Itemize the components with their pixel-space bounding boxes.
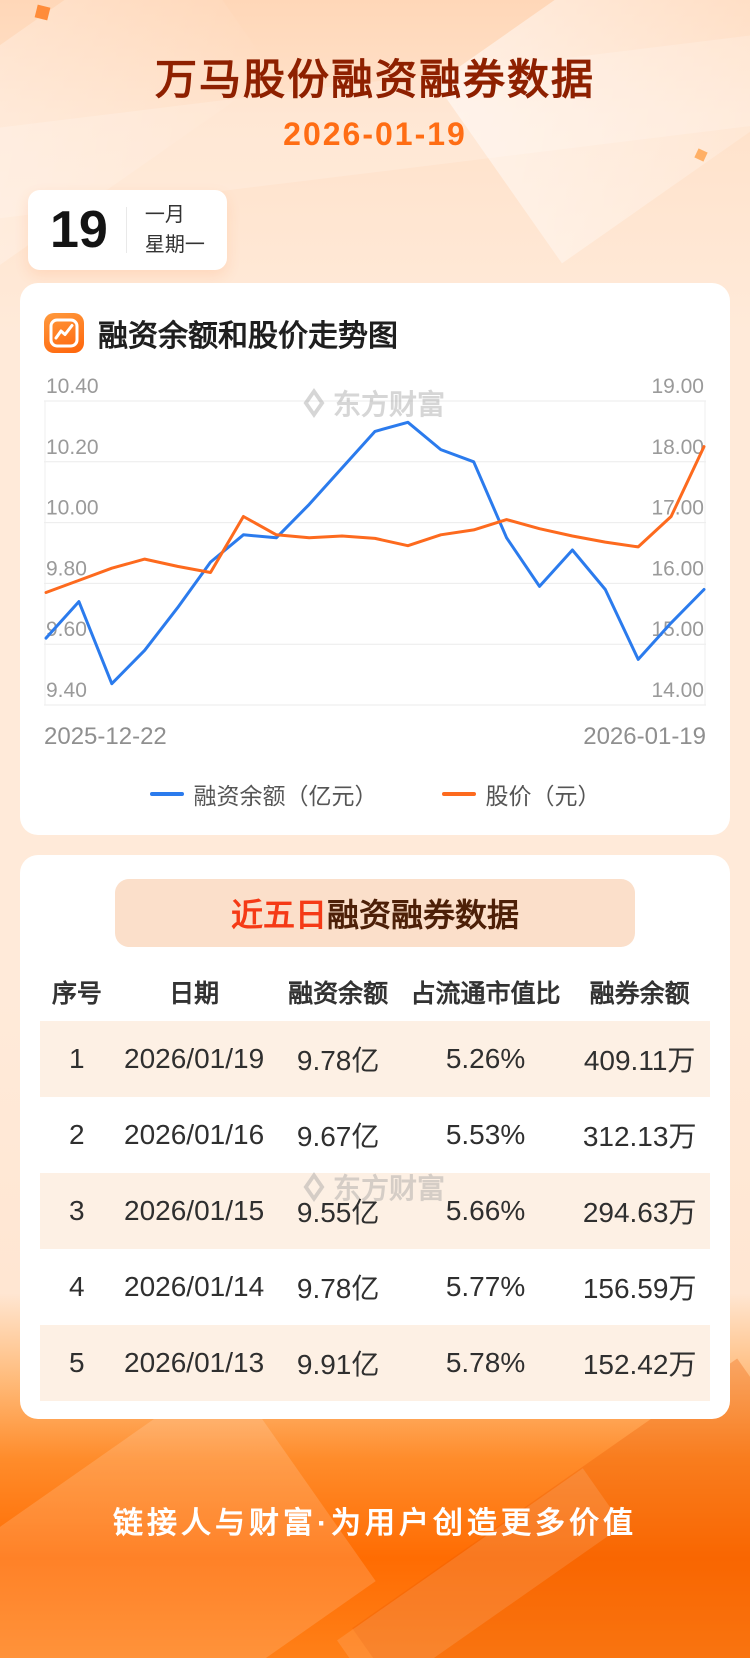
svg-text:19.00: 19.00 bbox=[651, 375, 704, 398]
chart-section-header: 融资余额和股价走势图 bbox=[44, 311, 706, 355]
table-header-cell: 融券余额 bbox=[589, 980, 690, 1008]
page-title: 万马股份融资融券数据 bbox=[154, 56, 595, 103]
table-cell: 2026/01/14 bbox=[124, 1271, 265, 1302]
calendar-weekday: 星期一 bbox=[144, 234, 205, 256]
svg-text:14.00: 14.00 bbox=[651, 679, 704, 702]
table-cell: 156.59万 bbox=[582, 1273, 697, 1304]
legend-label: 融资余额（亿元） bbox=[193, 783, 378, 809]
table-cell: 9.78亿 bbox=[296, 1045, 380, 1076]
table-title-rest: 融资融券数据 bbox=[327, 897, 520, 933]
legend-line-swatch bbox=[149, 792, 184, 796]
svg-text:15.00: 15.00 bbox=[651, 618, 704, 641]
header-date: 2026-01-19 bbox=[283, 116, 467, 152]
table-row: 1 2026/01/19 9.78亿 5.26% 409.11万 bbox=[40, 1021, 710, 1097]
table-cell: 5 bbox=[69, 1347, 85, 1378]
footer-slogan: 链接人与财富·为用户创造更多价值 bbox=[113, 1507, 637, 1540]
calendar-divider bbox=[125, 207, 127, 253]
table-cell: 4 bbox=[69, 1271, 85, 1302]
table-card: 近五日融资融券数据 东方财富 序号 日期 融资余额 占流通市值比 融券余额 1 2026/… bbox=[20, 855, 730, 1419]
decorative-shape bbox=[337, 1468, 623, 1658]
table-row: 5 2026/01/13 9.91亿 5.78% 152.42万 bbox=[40, 1325, 710, 1401]
margin-data-table: 序号 日期 融资余额 占流通市值比 融券余额 1 2026/01/19 9.78亿 5.26%… bbox=[40, 963, 710, 1401]
svg-text:18.00: 18.00 bbox=[651, 436, 704, 459]
table-cell: 9.91亿 bbox=[296, 1349, 380, 1380]
table-cell: 9.67亿 bbox=[296, 1121, 380, 1152]
table-cell: 9.78亿 bbox=[296, 1273, 380, 1304]
table-cell: 312.13万 bbox=[582, 1121, 697, 1152]
trend-chart-icon bbox=[44, 313, 84, 353]
table-cell: 409.11万 bbox=[583, 1045, 696, 1076]
table-cell: 1 bbox=[69, 1043, 85, 1074]
legend-item: 融资余额（亿元） bbox=[149, 777, 378, 811]
svg-text:16.00: 16.00 bbox=[651, 557, 704, 580]
svg-text:9.40: 9.40 bbox=[46, 679, 87, 702]
table-cell: 294.63万 bbox=[582, 1197, 697, 1228]
x-axis-labels: 2025-12-22 2026-01-19 bbox=[44, 723, 706, 751]
table-header-row: 序号 日期 融资余额 占流通市值比 融券余额 bbox=[40, 963, 710, 1021]
table-header-cell: 序号 bbox=[51, 980, 102, 1008]
table-cell: 5.26% bbox=[445, 1043, 526, 1074]
svg-text:9.80: 9.80 bbox=[46, 557, 87, 580]
table-row: 4 2026/01/14 9.78亿 5.77% 156.59万 bbox=[40, 1249, 710, 1325]
table-cell: 2 bbox=[69, 1119, 85, 1150]
calendar-card: 19 一月 星期一 bbox=[28, 190, 227, 270]
table-row: 3 2026/01/15 9.55亿 5.66% 294.63万 bbox=[40, 1173, 710, 1249]
decorative-square bbox=[34, 4, 51, 21]
trend-chart: 10.40 19.00 10.20 18.00 10.00 17.00 9.80 16.00 9… bbox=[44, 375, 706, 706]
svg-text:10.20: 10.20 bbox=[46, 436, 99, 459]
table-cell: 5.78% bbox=[445, 1347, 526, 1378]
table-cell: 2026/01/19 bbox=[124, 1043, 265, 1074]
chart-legend: 融资余额（亿元） 股价（元） bbox=[44, 777, 706, 811]
legend-item: 股价（元） bbox=[441, 777, 601, 811]
table-cell: 152.42万 bbox=[582, 1349, 697, 1380]
legend-line-swatch bbox=[441, 792, 476, 796]
table-cell: 3 bbox=[69, 1195, 85, 1226]
table-cell: 2026/01/16 bbox=[124, 1119, 265, 1150]
calendar-month-weekday: 一月 星期一 bbox=[145, 200, 205, 260]
chart-card: 融资余额和股价走势图 东方财富 10.40 19.00 10.20 18.00 10.0… bbox=[20, 283, 730, 835]
svg-text:17.00: 17.00 bbox=[651, 497, 704, 520]
table-cell: 5.66% bbox=[445, 1195, 526, 1226]
svg-text:10.40: 10.40 bbox=[46, 375, 99, 398]
table-cell: 2026/01/15 bbox=[124, 1195, 265, 1226]
svg-text:10.00: 10.00 bbox=[46, 497, 99, 520]
table-title: 近五日融资融券数据 bbox=[115, 879, 635, 947]
x-axis-end-label: 2026-01-19 bbox=[583, 723, 706, 750]
table-title-highlight: 近五日 bbox=[230, 897, 327, 933]
svg-text:9.60: 9.60 bbox=[46, 618, 87, 641]
table-header-cell: 日期 bbox=[169, 980, 220, 1008]
table-cell: 2026/01/13 bbox=[124, 1347, 265, 1378]
x-axis-start-label: 2025-12-22 bbox=[44, 723, 167, 750]
table-header-cell: 占流通市值比 bbox=[410, 980, 561, 1008]
table-row: 2 2026/01/16 9.67亿 5.53% 312.13万 bbox=[40, 1097, 710, 1173]
calendar-month: 一月 bbox=[144, 204, 185, 226]
table-cell: 5.53% bbox=[445, 1119, 526, 1150]
calendar-day: 19 bbox=[50, 201, 108, 259]
table-cell: 5.77% bbox=[445, 1271, 526, 1302]
chart-section-title: 融资余额和股价走势图 bbox=[98, 320, 398, 353]
table-cell: 9.55亿 bbox=[296, 1197, 380, 1228]
table-header-cell: 融资余额 bbox=[288, 980, 389, 1008]
legend-label: 股价（元） bbox=[485, 783, 601, 809]
